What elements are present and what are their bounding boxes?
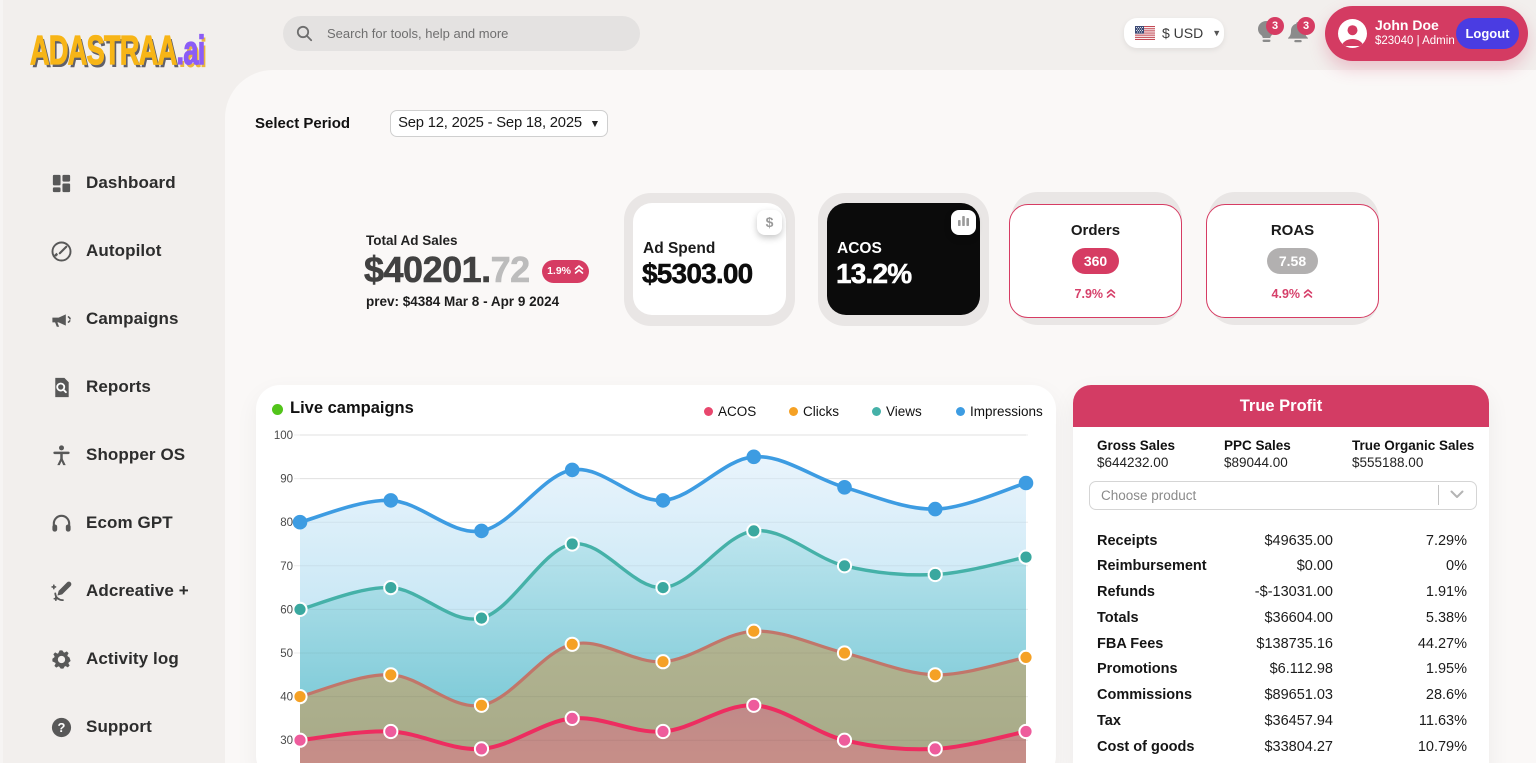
svg-text:80: 80: [280, 517, 293, 529]
svg-text:60: 60: [280, 604, 293, 616]
svg-text:100: 100: [274, 430, 293, 442]
svg-text:90: 90: [280, 474, 293, 486]
svg-text:50: 50: [280, 648, 293, 660]
svg-text:40: 40: [280, 692, 293, 704]
svg-text:30: 30: [280, 735, 293, 747]
svg-text:?: ?: [58, 720, 66, 735]
svg-text:70: 70: [280, 561, 293, 573]
